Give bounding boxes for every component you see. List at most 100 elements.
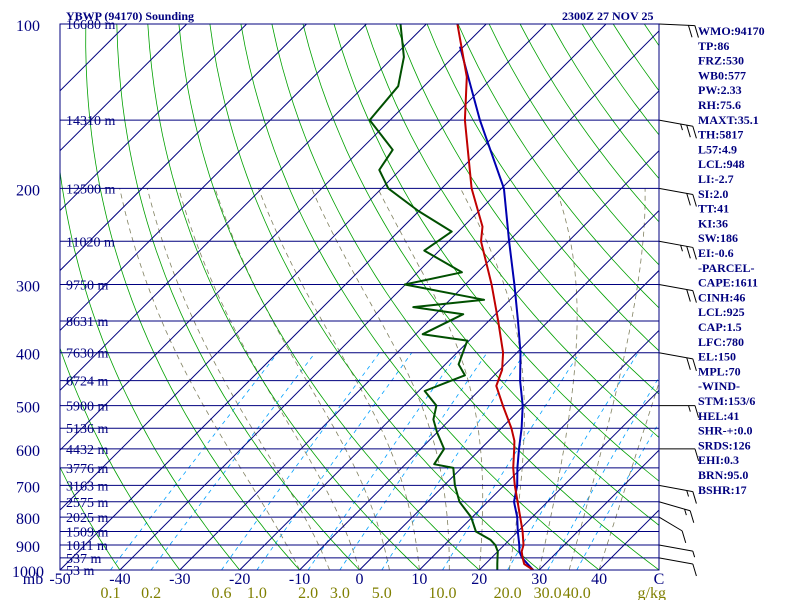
wind-barb-flag	[680, 245, 683, 252]
temperature-tick-labels: -50 -40 -30 -20 -10 0 10 20 30 40 C	[49, 571, 664, 588]
temperature-tick-label: -40	[109, 571, 130, 588]
pressure-label: 800	[16, 511, 40, 528]
wind-barb-flag	[686, 125, 691, 138]
station-title: YBWP (94170) Sounding	[66, 9, 194, 23]
wind-barb-staff	[658, 557, 693, 565]
index-value: EI:-0.6	[698, 246, 734, 260]
temperature-tick-label: 20	[471, 571, 487, 588]
wind-barb-flag	[692, 290, 697, 303]
pressure-label: 400	[16, 347, 40, 364]
wind-barb-flag	[687, 25, 693, 38]
dewpoint-trace-line	[368, 24, 499, 570]
wind-barb-flag	[686, 246, 691, 259]
index-value: SRDS:126	[698, 438, 751, 452]
temperature-tick-label: 10	[411, 571, 427, 588]
pressure-label: 500	[16, 400, 40, 417]
wind-barb	[659, 448, 700, 462]
wind-barb	[658, 284, 697, 303]
height-label: 2575 m	[66, 496, 109, 511]
index-value: LCL:925	[698, 305, 745, 319]
isotherm-line	[60, 24, 247, 212]
isotherm-line	[60, 24, 188, 152]
mixing-ratio-tick-label: 40.0	[563, 585, 591, 600]
mixing-ratio-tick-label: 10.0	[428, 585, 456, 600]
wind-barb-flag	[692, 358, 697, 372]
wind-barb	[658, 240, 697, 260]
wind-barb	[658, 187, 697, 207]
pressure-label: 200	[16, 182, 40, 199]
index-value: WMO:94170	[698, 24, 765, 38]
wind-barb	[658, 557, 697, 577]
wind-barb	[658, 484, 697, 504]
isotherms	[60, 24, 659, 570]
pressure-label: 900	[16, 539, 40, 556]
index-value: CAP:1.5	[698, 320, 742, 334]
isotherm-line	[359, 269, 659, 570]
temperature-tick-label: -10	[289, 571, 310, 588]
wind-barb	[658, 352, 697, 372]
pressure-label: 700	[16, 479, 40, 496]
index-value: RH:75.6	[698, 98, 741, 112]
mixing-ratio-tick-label: 0.6	[211, 585, 231, 600]
plot-frame	[59, 23, 660, 571]
height-label: 5136 m	[66, 422, 109, 437]
index-value: TP:86	[698, 39, 729, 53]
temperature-tick-label: 30	[531, 571, 547, 588]
dry-adiabat-line	[271, 24, 659, 570]
dry-adiabat-line	[364, 24, 659, 438]
index-value: SHR-+:0.0	[698, 424, 753, 438]
index-value: -PARCEL-	[698, 261, 754, 275]
temperature-trace-line	[456, 24, 534, 570]
wind-barb-flag	[686, 357, 691, 370]
mixing-ratio-tick-label: 20.0	[494, 585, 522, 600]
indices-panel: WMO:94170TP:86FRZ:530WB0:577PW:2.33RH:75…	[698, 24, 765, 497]
isotherm-line	[419, 329, 659, 570]
temperature-tick-label: -20	[229, 571, 250, 588]
dry-adiabat-line	[60, 466, 121, 570]
dry-adiabat-line	[457, 24, 659, 309]
sounding-profiles	[368, 24, 534, 570]
isotherm-line	[478, 389, 659, 570]
height-label: 3163 m	[66, 479, 109, 494]
index-value: LCL:948	[698, 157, 745, 171]
index-value: CINH:46	[698, 290, 745, 304]
moist-adiabat-line	[119, 188, 300, 570]
mixing-ratio-tick-labels: 0.1 0.2 0.6 1.0 2.0 3.0 5.0 10.0 20.0 30.0 40.0 g/k…	[100, 585, 666, 600]
index-value: SW:186	[698, 231, 738, 245]
height-label: 3776 m	[66, 462, 109, 477]
wind-barb	[658, 23, 699, 38]
dry-adiabat-line	[488, 24, 659, 266]
pressure-label: 300	[16, 279, 40, 296]
index-value: CAPE:1611	[698, 276, 758, 290]
mixing-ratio-tick-label: 3.0	[330, 585, 350, 600]
pressure-label: 600	[16, 443, 40, 460]
wind-barb-flag	[686, 490, 690, 497]
wind-barb-staff	[658, 516, 683, 532]
wind-barb-flag	[680, 123, 683, 131]
dry-adiabat-line	[147, 24, 420, 570]
index-value: SI:2.0	[698, 187, 728, 201]
wind-barb-flag	[686, 193, 691, 206]
index-value: TT:41	[698, 202, 729, 216]
pressure-label: 1000	[12, 564, 44, 581]
height-label: 2025 m	[66, 511, 109, 526]
dry-adiabat-line	[60, 346, 181, 570]
temperature-tick-label: -50	[49, 571, 70, 588]
wind-barb	[658, 544, 696, 558]
height-label: 16680 m	[66, 18, 116, 33]
wind-barb-flag	[692, 194, 697, 207]
height-label: 53 m	[66, 564, 95, 579]
isotherm-line	[60, 24, 547, 511]
isotherm-line	[119, 30, 659, 570]
isotherm-line	[538, 449, 659, 570]
index-value: MPL:70	[698, 364, 741, 378]
dry-adiabat-line	[209, 24, 540, 570]
isotherm-line	[239, 149, 659, 570]
index-value: EHI:0.3	[698, 453, 739, 467]
dry-adiabat-line	[426, 24, 659, 352]
wind-barb	[658, 501, 695, 523]
